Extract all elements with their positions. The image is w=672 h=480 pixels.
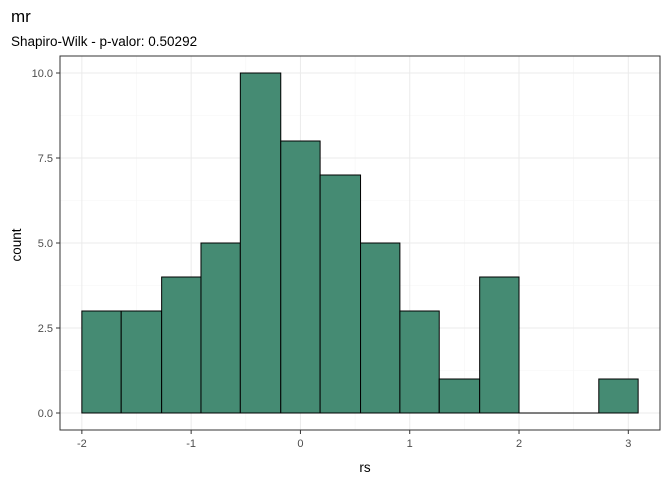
y-axis-ticks: 0.0 2.5 5.0 7.5 10.0 — [32, 68, 60, 420]
histogram-bar — [200, 242, 241, 414]
x-tick-label: 0 — [297, 438, 303, 450]
histogram-bars — [81, 72, 639, 414]
histogram-bar — [360, 242, 401, 414]
y-tick-label: 7.5 — [38, 153, 53, 165]
chart-subtitle: Shapiro-Wilk - p-valor: 0.50292 — [11, 34, 197, 49]
y-tick-label: 10.0 — [32, 68, 53, 80]
histogram-bar — [598, 378, 639, 414]
y-tick-label: 5.0 — [38, 238, 53, 250]
chart-title: mr — [11, 7, 31, 26]
histogram-bar — [239, 72, 282, 414]
x-tick-label: 2 — [516, 438, 522, 450]
y-axis-title: count — [9, 228, 24, 261]
histogram-bar — [399, 310, 440, 414]
histogram-bar — [280, 140, 321, 414]
histogram-bar — [81, 310, 122, 414]
x-axis-ticks: -2 -1 0 1 2 3 — [77, 430, 631, 450]
histogram-bar — [438, 378, 481, 414]
histogram-bar — [479, 276, 520, 414]
histogram-bar — [161, 276, 202, 414]
x-tick-label: -2 — [77, 438, 87, 450]
x-tick-label: 3 — [625, 438, 631, 450]
x-axis-title: rs — [359, 460, 370, 475]
x-tick-label: 1 — [407, 438, 413, 450]
x-tick-label: -1 — [186, 438, 196, 450]
y-tick-label: 0.0 — [38, 408, 53, 420]
y-tick-label: 2.5 — [38, 323, 53, 335]
histogram-bar — [319, 174, 362, 414]
histogram-bar — [120, 310, 163, 414]
